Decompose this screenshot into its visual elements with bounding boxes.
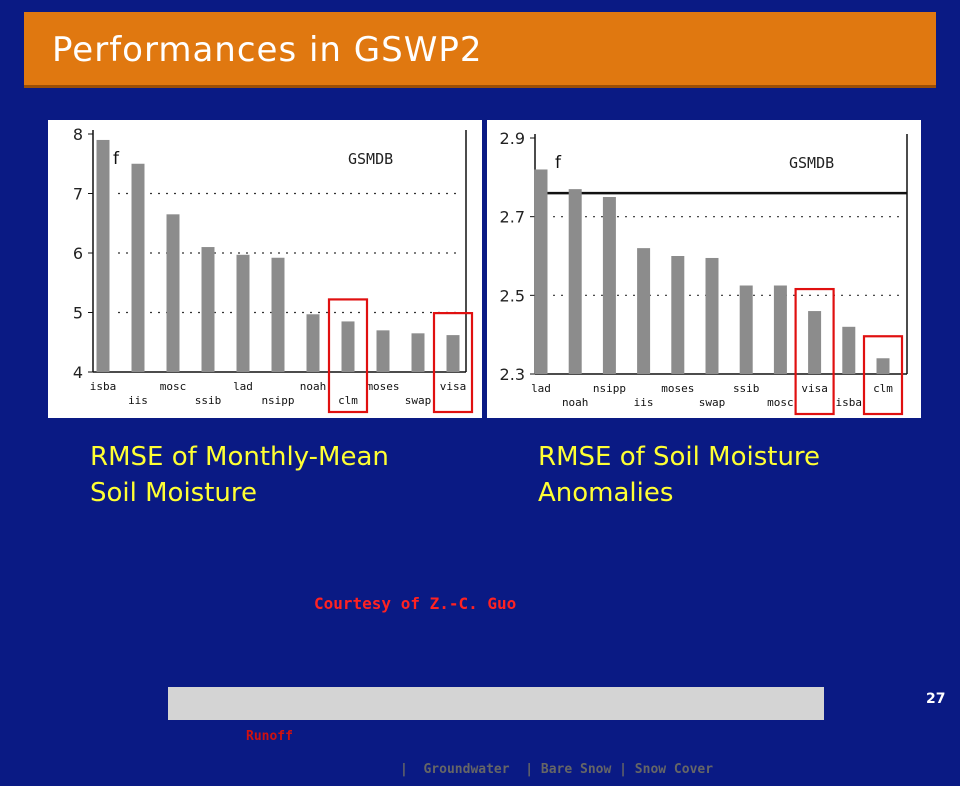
caption-right-line2: Anomalies — [538, 478, 674, 508]
category-label-isba: isba — [90, 380, 117, 393]
category-label-iis: iis — [634, 396, 654, 409]
category-label-visa: visa — [801, 382, 828, 395]
category-label-mosc: mosc — [160, 380, 187, 393]
category-label-clm: clm — [873, 382, 893, 395]
highlight-box-visa — [794, 287, 835, 416]
bar-visa — [808, 311, 822, 374]
caption-left-line1: RMSE of Monthly-Mean — [90, 442, 389, 472]
category-label-noah: noah — [562, 396, 589, 409]
category-label-noah: noah — [300, 380, 327, 393]
slide-title: Performances in GSWP2 — [52, 30, 483, 70]
title-bar: Performances in GSWP2 — [24, 12, 936, 88]
bar-isba — [842, 326, 856, 374]
legend-label: GSMDB — [348, 150, 393, 168]
bar-moses — [671, 256, 685, 374]
legend-label: GSMDB — [789, 154, 834, 172]
bar-clm — [876, 358, 890, 374]
category-label-moses: moses — [366, 380, 399, 393]
category-label-swap: swap — [405, 394, 432, 407]
bar-mosc — [773, 285, 787, 374]
footer-link-runoff[interactable]: Runoff — [246, 729, 293, 744]
y-tick-label: 7 — [73, 185, 83, 204]
category-label-lad: lad — [531, 382, 551, 395]
category-label-nsipp: nsipp — [593, 382, 626, 395]
bar-visa — [446, 335, 460, 372]
y-tick-label: 8 — [73, 125, 83, 144]
bar-lad — [534, 169, 548, 374]
bar-swap — [705, 257, 719, 374]
category-label-lad: lad — [233, 380, 253, 393]
bar-noah — [306, 314, 320, 372]
category-label-ssib: ssib — [195, 394, 222, 407]
panel-annotation: f — [113, 149, 120, 169]
y-tick-label: 5 — [73, 304, 83, 323]
highlight-box-clm — [862, 335, 904, 416]
category-label-isba: isba — [836, 396, 863, 409]
category-label-mosc: mosc — [767, 396, 794, 409]
category-label-visa: visa — [440, 380, 467, 393]
bar-nsipp — [271, 257, 285, 372]
chart-panel-monthly-mean: 4 5 6 7 8 isba iis mosc ssib lad nsipp noah clm moses… — [48, 120, 482, 418]
category-label-ssib: ssib — [733, 382, 760, 395]
highlight-box-visa — [432, 312, 474, 414]
caption-left-line2: Soil Moisture — [90, 478, 258, 508]
bar-moses — [376, 330, 390, 372]
y-tick-label: 2.7 — [500, 208, 525, 227]
category-label-nsipp: nsipp — [261, 394, 294, 407]
chart-panel-anomalies: 2.3 2.5 2.7 2.9 lad noah nsipp iis moses swap ssib… — [487, 120, 921, 418]
bar-isba — [96, 139, 110, 372]
page-number: 27 — [926, 691, 946, 707]
category-label-clm: clm — [338, 394, 358, 407]
bar-ssib — [739, 285, 753, 374]
y-tick-label: 6 — [73, 244, 83, 263]
category-label-iis: iis — [128, 394, 148, 407]
caption-right-line1: RMSE of Soil Moisture — [538, 442, 821, 472]
footer-nav-bar: Runoff | Groundwater | Bare Snow | Snow … — [168, 687, 824, 777]
bar-iis — [131, 163, 145, 372]
y-tick-label: 2.3 — [500, 365, 525, 384]
bar-clm — [341, 321, 355, 372]
highlight-box-clm — [327, 298, 369, 414]
category-label-swap: swap — [699, 396, 726, 409]
panel-annotation: f — [555, 153, 562, 173]
footer-links-other[interactable]: | Groundwater | Bare Snow | Snow Cover — [400, 762, 714, 777]
y-tick-label: 4 — [73, 363, 83, 382]
category-label-moses: moses — [661, 382, 694, 395]
bar-ssib — [201, 247, 215, 372]
courtesy-credit: Courtesy of Z.-C. Guo — [314, 594, 517, 613]
bar-lad — [236, 254, 250, 372]
bar-noah — [568, 189, 582, 374]
bar-iis — [637, 248, 651, 374]
bar-swap — [411, 333, 425, 372]
y-tick-label: 2.5 — [500, 286, 525, 305]
y-tick-label: 2.9 — [500, 129, 525, 148]
bar-mosc — [166, 214, 180, 372]
bar-nsipp — [602, 197, 616, 374]
